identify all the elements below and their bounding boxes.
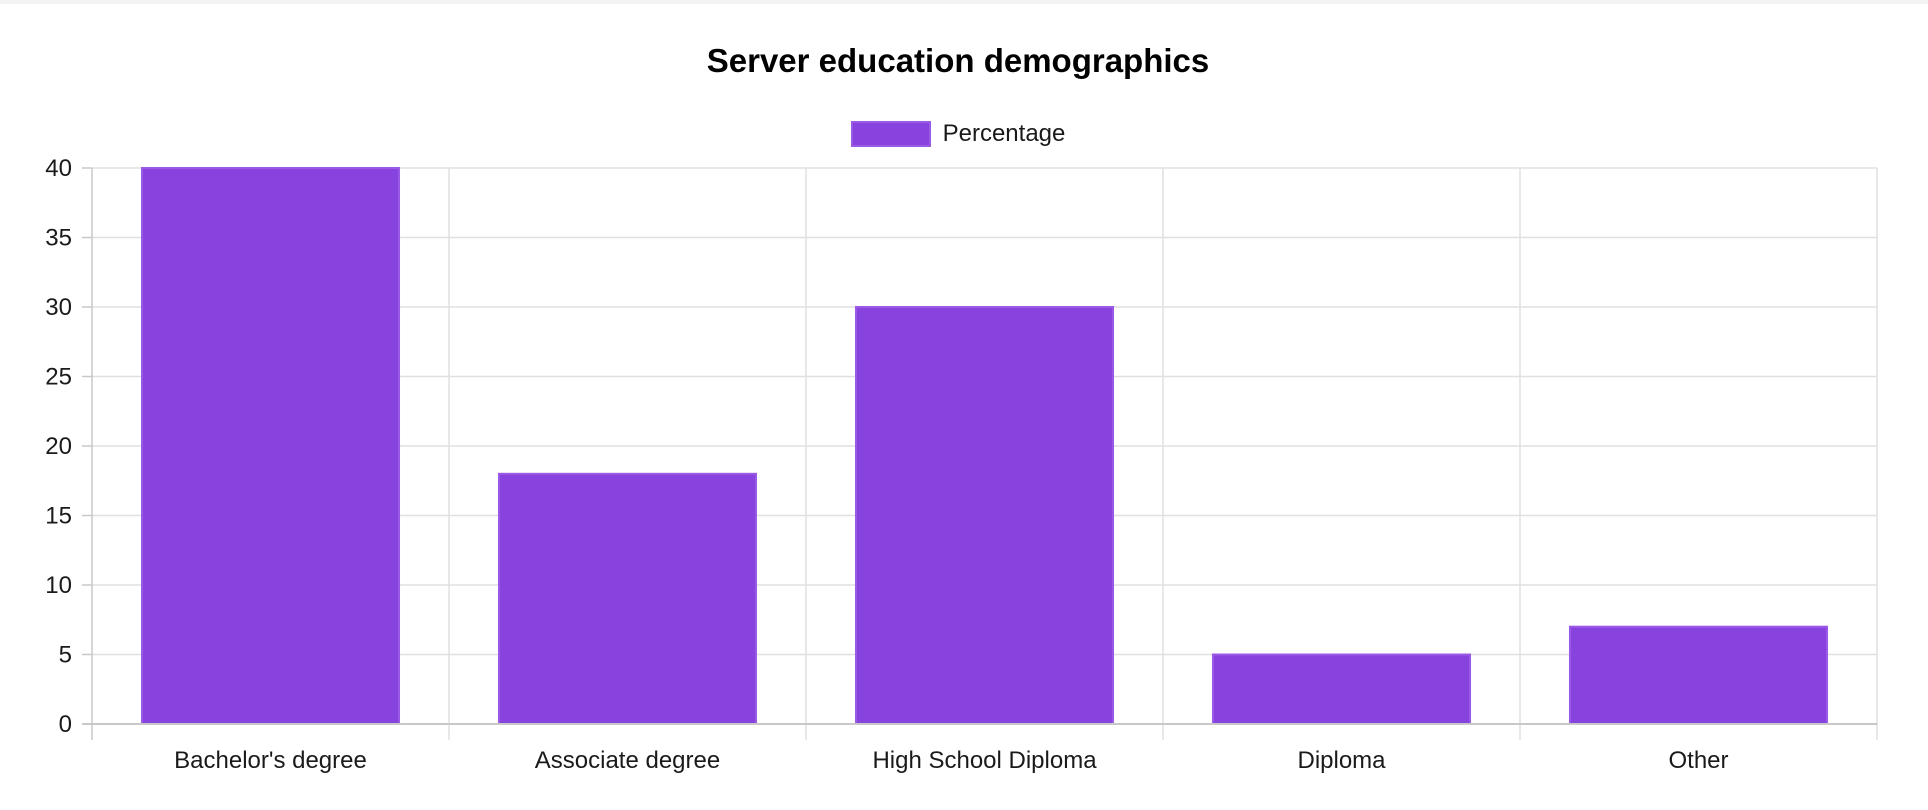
- x-tick-label: Diploma: [1297, 747, 1386, 774]
- y-tick-label: 20: [45, 433, 72, 460]
- bar[interactable]: [497, 472, 758, 725]
- chart-title: Server education demographics: [706, 42, 1210, 79]
- y-tick-label: 0: [59, 711, 72, 738]
- axis-layer: [82, 167, 1877, 725]
- x-tick-label: Bachelor's degree: [174, 747, 367, 774]
- bar[interactable]: [1211, 653, 1472, 725]
- y-tick-label: 35: [45, 225, 72, 252]
- y-tick-label: 10: [45, 572, 72, 599]
- bar-layer: [140, 167, 1829, 726]
- top-strip: [0, 0, 1928, 4]
- bar[interactable]: [140, 167, 401, 725]
- legend[interactable]: Percentage: [0, 120, 1916, 148]
- x-tick-label: Other: [1668, 747, 1728, 774]
- y-tick-label: 25: [45, 364, 72, 391]
- legend-swatch-percentage[interactable]: [850, 121, 931, 147]
- legend-label-percentage[interactable]: Percentage: [942, 120, 1066, 147]
- x-tick-label: Associate degree: [535, 747, 720, 774]
- y-tick-label: 30: [45, 294, 72, 321]
- y-tick-label: 40: [45, 155, 72, 182]
- label-layer: 0 5 10 15 20 25 30 35 40 Bachelor's degree Associa…: [45, 155, 1728, 774]
- x-tick-label: High School Diploma: [872, 747, 1097, 774]
- bar[interactable]: [854, 306, 1115, 725]
- y-tick-label: 15: [45, 503, 72, 530]
- y-tick-label: 5: [59, 642, 72, 669]
- bar[interactable]: [1568, 625, 1829, 726]
